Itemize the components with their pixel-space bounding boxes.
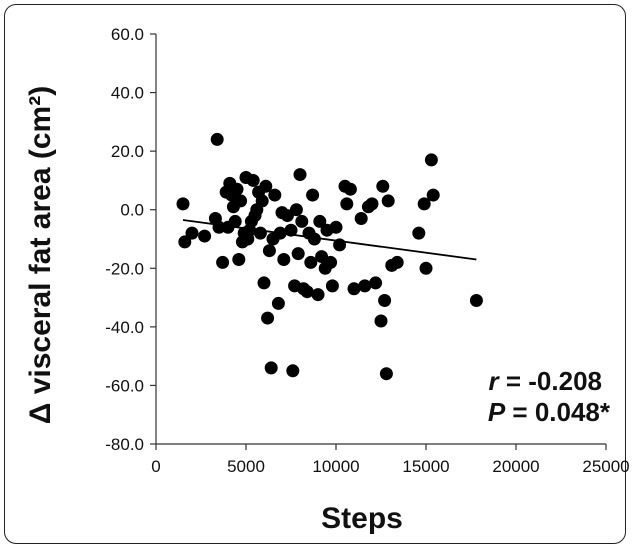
data-point [354, 212, 368, 225]
data-point [412, 226, 426, 240]
data-point [300, 285, 314, 299]
data-point [378, 294, 392, 307]
y-axis-title: Δ visceral fat area (cm²) [24, 86, 57, 424]
data-point [325, 279, 339, 293]
x-tick-label: 5000 [227, 457, 265, 476]
data-point [304, 255, 318, 269]
data-point [469, 294, 483, 307]
data-point [424, 153, 438, 167]
x-ticks: 0 5000 10000 15000 20000 25000 [151, 444, 630, 476]
regression-line [182, 219, 477, 261]
data-point [291, 247, 305, 261]
data-point [216, 255, 230, 269]
data-point [369, 276, 383, 290]
data-point [347, 282, 361, 296]
r-annotation: r = -0.208 [489, 366, 602, 396]
data-point [295, 214, 309, 228]
data-point [176, 197, 190, 211]
data-point [343, 182, 357, 196]
data-point [307, 232, 321, 246]
x-tick-label: 10000 [312, 457, 359, 476]
data-points [176, 132, 483, 381]
data-point [210, 132, 224, 146]
x-tick-label: 0 [151, 457, 160, 476]
data-point [417, 197, 431, 211]
x-tick-label: 25000 [582, 457, 629, 476]
data-point [324, 255, 338, 269]
x-axis-title: Steps [321, 502, 403, 535]
data-point [271, 296, 285, 310]
y-tick-label: 0.0 [120, 201, 144, 220]
data-point [198, 229, 212, 243]
data-point [232, 253, 246, 266]
data-point [257, 276, 271, 290]
data-point [419, 261, 433, 275]
y-tick-label: -40.0 [105, 318, 144, 337]
data-point [426, 188, 440, 202]
data-point [246, 173, 260, 187]
y-tick-label: 40.0 [111, 84, 144, 103]
p-symbol: P [488, 397, 506, 427]
data-point [228, 214, 242, 228]
data-point [268, 188, 282, 202]
data-point [178, 235, 192, 249]
data-point [277, 253, 291, 266]
data-point [374, 314, 388, 328]
data-point [313, 214, 327, 228]
data-point [289, 203, 303, 217]
data-point [358, 279, 372, 293]
p-value: = 0.048* [505, 397, 611, 427]
data-point [230, 182, 244, 196]
data-point [365, 197, 379, 211]
data-point [376, 179, 390, 193]
y-tick-label: -20.0 [105, 259, 144, 278]
y-tick-label: 60.0 [111, 25, 144, 44]
data-point [234, 194, 248, 208]
data-point [379, 367, 393, 381]
data-point [340, 197, 354, 211]
data-point [381, 194, 395, 208]
data-point [185, 226, 199, 240]
p-annotation: P = 0.048* [488, 397, 611, 427]
data-point [390, 255, 404, 269]
data-point [329, 220, 343, 234]
y-ticks: 60.0 40.0 20.0 0.0 -20.0 -40.0 -60.0 -80.0 [105, 25, 156, 454]
data-point [264, 361, 278, 375]
data-point [259, 179, 273, 193]
r-symbol: r [489, 366, 501, 396]
x-tick-label: 20000 [492, 457, 539, 476]
r-value: = -0.208 [499, 366, 602, 396]
y-tick-label: -80.0 [105, 435, 144, 454]
data-point [286, 364, 300, 378]
data-point [255, 194, 269, 208]
y-tick-label: 20.0 [111, 142, 144, 161]
x-tick-label: 15000 [402, 457, 449, 476]
y-tick-label: -60.0 [105, 376, 144, 395]
data-point [262, 244, 276, 258]
axes [155, 34, 606, 445]
data-point [253, 226, 267, 240]
data-point [311, 288, 325, 302]
data-point [261, 311, 275, 325]
data-point [306, 188, 320, 202]
data-point [293, 168, 307, 182]
